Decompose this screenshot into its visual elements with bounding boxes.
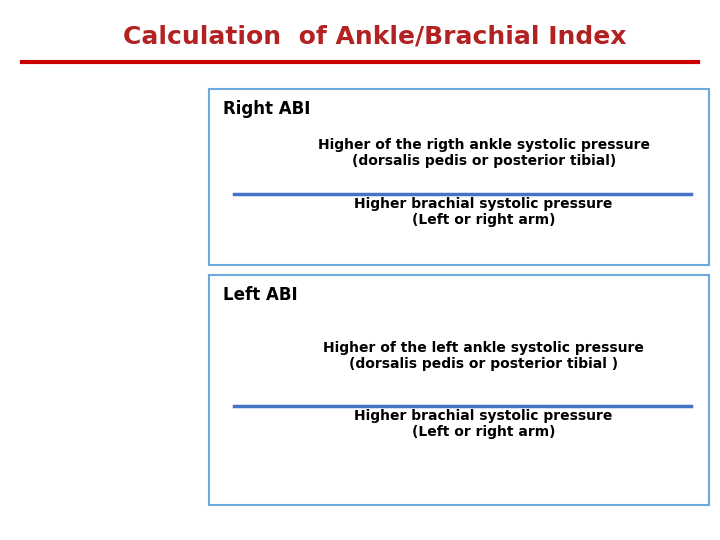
Text: Calculation  of Ankle/Brachial Index: Calculation of Ankle/Brachial Index [122, 24, 626, 48]
Text: Right ABI: Right ABI [223, 100, 310, 118]
Text: Higher brachial systolic pressure
(Left or right arm): Higher brachial systolic pressure (Left … [354, 409, 613, 438]
Text: Higher of the left ankle systolic pressure
(dorsalis pedis or posterior tibial ): Higher of the left ankle systolic pressu… [323, 341, 644, 371]
Text: Higher brachial systolic pressure
(Left or right arm): Higher brachial systolic pressure (Left … [354, 197, 613, 227]
Text: Left ABI: Left ABI [223, 286, 298, 304]
FancyBboxPatch shape [209, 89, 709, 265]
FancyBboxPatch shape [209, 275, 709, 505]
Text: Higher of the rigth ankle systolic pressure
(dorsalis pedis or posterior tibial): Higher of the rigth ankle systolic press… [318, 138, 649, 168]
